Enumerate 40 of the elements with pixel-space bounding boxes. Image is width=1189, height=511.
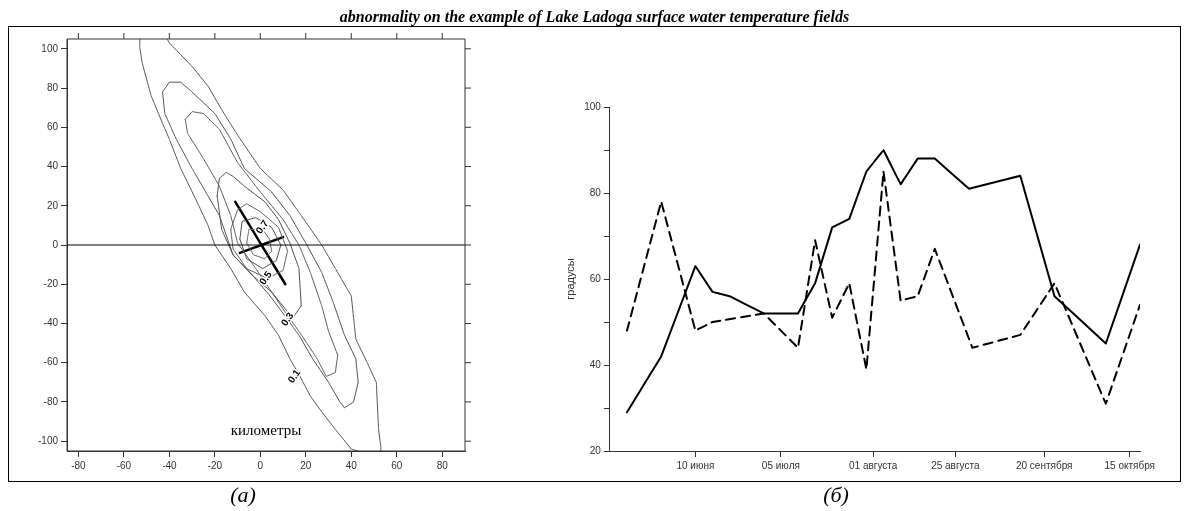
x-tick-label: 15 октября: [1104, 459, 1156, 471]
x-tick-label: 80: [436, 459, 449, 471]
y-tick-label: 40: [46, 160, 59, 172]
y-tick-label: -80: [43, 395, 59, 407]
y-tick-label: -20: [43, 277, 59, 289]
x-tick-label: -80: [71, 459, 87, 471]
text: (а): [230, 482, 256, 507]
x-tick-label: 20: [300, 459, 312, 471]
x-tick-label: -20: [207, 459, 223, 471]
y-tick-label: 60: [589, 272, 602, 284]
x-tick-label: 40: [345, 459, 358, 471]
x-tick-label: 10 июня: [676, 459, 715, 471]
annotation: 0.7: [253, 217, 271, 236]
x-tick-label: 0: [257, 459, 264, 471]
y-tick-label: 80: [589, 186, 602, 198]
x-tick-label: -60: [116, 459, 132, 471]
y-tick-label: 40: [589, 358, 602, 370]
text: (б): [823, 482, 849, 507]
x-tick-label: 25 августа: [931, 459, 980, 471]
y-tick-label: 20: [589, 444, 602, 456]
y-tick-label: 60: [46, 121, 59, 133]
x-tick-label: -40: [162, 459, 178, 471]
annotation: 0.5: [256, 268, 275, 287]
y-tick-label: 80: [46, 81, 59, 93]
y-tick-label: 0: [52, 238, 59, 250]
annotation: 0.1: [285, 366, 303, 385]
annotation: 0.3: [278, 309, 296, 328]
y-tick-label: -100: [38, 434, 59, 446]
y-tick-label: 100: [41, 42, 59, 54]
x-axis-title: километры: [230, 422, 302, 439]
x-tick-label: 01 августа: [849, 459, 898, 471]
y-tick-label: -60: [43, 356, 59, 368]
text: abnormality on the example of Lake Ladoga surface water temperature fields: [338, 8, 851, 26]
x-tick-label: 60: [391, 459, 403, 471]
y-axis-title: градусы: [563, 258, 576, 300]
x-tick-label: 20 сентября: [1015, 459, 1073, 471]
y-tick-label: 100: [584, 100, 602, 112]
x-tick-label: 05 июля: [761, 459, 800, 471]
y-tick-label: 20: [46, 199, 59, 211]
y-tick-label: -40: [43, 317, 59, 329]
